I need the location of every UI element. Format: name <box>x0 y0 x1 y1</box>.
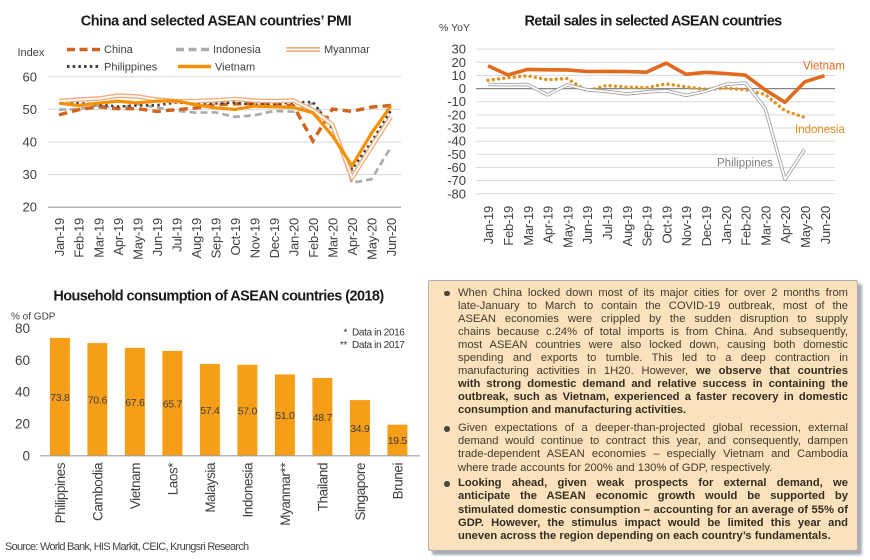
svg-text:-10: -10 <box>447 94 466 109</box>
svg-text:% YoY: % YoY <box>439 22 470 34</box>
svg-text:Jun-19: Jun-19 <box>150 218 165 256</box>
svg-text:Indonesia: Indonesia <box>795 124 845 136</box>
svg-text:Mar-19: Mar-19 <box>521 206 536 246</box>
svg-text:30: 30 <box>23 167 37 182</box>
svg-text:China: China <box>104 44 134 56</box>
svg-text:Myanmar: Myanmar <box>324 44 370 56</box>
svg-text:20: 20 <box>452 55 466 70</box>
svg-text:Feb-19: Feb-19 <box>501 206 516 246</box>
svg-text:Jan-19: Jan-19 <box>52 218 67 256</box>
svg-text:Vietnam: Vietnam <box>128 463 143 509</box>
svg-text:Jan-19: Jan-19 <box>481 206 496 244</box>
svg-text:Indonesia: Indonesia <box>213 44 262 56</box>
svg-text:48.7: 48.7 <box>313 412 333 424</box>
svg-text:57.4: 57.4 <box>200 405 220 417</box>
svg-text:0: 0 <box>459 81 466 96</box>
svg-text:Nov-19: Nov-19 <box>679 206 694 246</box>
svg-text:60: 60 <box>15 353 30 368</box>
svg-text:20: 20 <box>15 417 30 432</box>
svg-text:May-19: May-19 <box>130 218 145 260</box>
svg-text:40: 40 <box>23 135 37 150</box>
svg-text:Cambodia: Cambodia <box>91 462 106 521</box>
svg-text:Oct-19: Oct-19 <box>659 206 674 244</box>
svg-text:Nov-19: Nov-19 <box>248 218 263 258</box>
svg-text:19.5: 19.5 <box>388 435 408 447</box>
svg-text:Thailand: Thailand <box>316 463 331 511</box>
svg-text:Aug-19: Aug-19 <box>189 218 204 258</box>
svg-text:-50: -50 <box>447 147 466 162</box>
svg-text:May-20: May-20 <box>798 206 813 248</box>
svg-text:0: 0 <box>22 449 30 464</box>
svg-text:Myanmar**: Myanmar** <box>278 462 293 526</box>
svg-text:Retail sales in selected ASEAN: Retail sales in selected ASEAN countries <box>524 14 782 30</box>
svg-text:70.6: 70.6 <box>88 394 108 406</box>
svg-text:-40: -40 <box>447 134 466 149</box>
svg-text:May-19: May-19 <box>560 206 575 248</box>
svg-text:Sep-19: Sep-19 <box>640 206 655 246</box>
svg-text:Malaysia: Malaysia <box>203 462 218 513</box>
svg-text:65.7: 65.7 <box>163 398 183 410</box>
svg-text:Jan-20: Jan-20 <box>719 206 734 244</box>
svg-text:Data in 2017: Data in 2017 <box>352 340 405 351</box>
svg-text:Source: World Bank, HIS Markit: Source: World Bank, HIS Markit, CEIC, Kr… <box>5 541 249 553</box>
svg-text:40: 40 <box>15 385 30 400</box>
svg-text:Mar-19: Mar-19 <box>91 218 106 258</box>
svg-text:China and selected ASEAN count: China and selected ASEAN countries’ PMI <box>81 14 352 30</box>
svg-text:Apr-19: Apr-19 <box>541 206 556 244</box>
svg-text:Apr-19: Apr-19 <box>111 218 126 256</box>
svg-text:Sep-19: Sep-19 <box>208 218 223 258</box>
svg-text:Vietnam: Vietnam <box>803 61 845 73</box>
svg-text:Philippines: Philippines <box>53 462 68 523</box>
svg-text:Jun-19: Jun-19 <box>580 206 595 244</box>
svg-text:-70: -70 <box>447 173 466 188</box>
svg-text:Index: Index <box>18 47 45 59</box>
svg-text:Dec-19: Dec-19 <box>267 218 282 258</box>
svg-text:Aug-19: Aug-19 <box>620 206 635 246</box>
svg-text:May-20: May-20 <box>365 218 380 260</box>
svg-text:Dec-19: Dec-19 <box>699 206 714 246</box>
svg-text:50: 50 <box>23 102 37 117</box>
svg-text:Laos*: Laos* <box>166 462 181 495</box>
svg-text:Feb-19: Feb-19 <box>72 218 87 258</box>
svg-text:-80: -80 <box>447 186 466 201</box>
svg-text:Jun-20: Jun-20 <box>818 206 833 244</box>
svg-text:10: 10 <box>452 68 466 83</box>
svg-text:Jan-20: Jan-20 <box>287 218 302 256</box>
svg-text:Feb-20: Feb-20 <box>739 206 754 246</box>
svg-text:Philippines: Philippines <box>104 62 158 74</box>
svg-text:67.6: 67.6 <box>125 397 145 409</box>
svg-text:Brunei: Brunei <box>391 463 406 500</box>
svg-text:% of GDP: % of GDP <box>11 312 56 323</box>
svg-text:Jul-19: Jul-19 <box>600 206 615 240</box>
svg-text:20: 20 <box>23 200 37 215</box>
svg-text:-30: -30 <box>447 121 466 136</box>
svg-text:Singapore: Singapore <box>353 463 368 521</box>
svg-text:Jul-19: Jul-19 <box>169 218 184 252</box>
svg-text:-60: -60 <box>447 160 466 175</box>
svg-text:Feb-20: Feb-20 <box>306 218 321 258</box>
svg-text:Oct-19: Oct-19 <box>228 218 243 256</box>
svg-text:34.9: 34.9 <box>350 423 370 435</box>
svg-text:30: 30 <box>452 42 466 57</box>
svg-text:60: 60 <box>23 69 37 84</box>
svg-text:Apr-20: Apr-20 <box>345 218 360 256</box>
svg-text:57.0: 57.0 <box>238 405 258 417</box>
svg-text:Mar-20: Mar-20 <box>326 218 341 258</box>
svg-text:Vietnam: Vietnam <box>215 62 255 74</box>
svg-text:Philippines: Philippines <box>717 158 773 170</box>
svg-text:73.8: 73.8 <box>50 392 70 404</box>
svg-text:Indonesia: Indonesia <box>241 462 256 517</box>
svg-text:Jun-20: Jun-20 <box>384 218 399 256</box>
svg-text:-20: -20 <box>447 107 466 122</box>
svg-text:51.0: 51.0 <box>275 410 295 422</box>
svg-text:Mar-20: Mar-20 <box>758 206 773 246</box>
svg-text:*: * <box>343 328 347 339</box>
svg-text:Data in 2016: Data in 2016 <box>352 328 405 339</box>
svg-text:Household consumption of ASEAN: Household consumption of ASEAN countries… <box>53 289 384 305</box>
svg-text:80: 80 <box>15 321 30 336</box>
svg-text:**: ** <box>340 340 348 351</box>
svg-text:Apr-20: Apr-20 <box>778 206 793 244</box>
